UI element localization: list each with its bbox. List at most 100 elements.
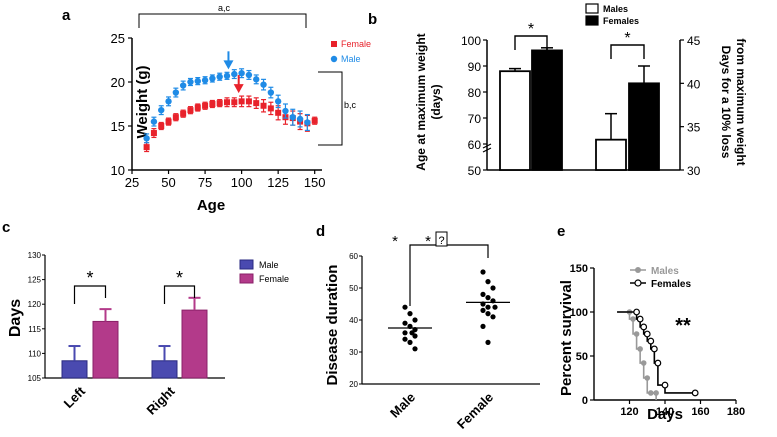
panel-d-unknown-glyph-box bbox=[435, 231, 448, 247]
panel-e-xtick-label: 160 bbox=[691, 406, 709, 418]
panel-c-ytick-label: 125 bbox=[28, 276, 42, 285]
panel-a-xtick-label: 100 bbox=[231, 175, 253, 190]
panel-d-point bbox=[402, 320, 408, 326]
panel-a-ytick-label: 20 bbox=[111, 75, 125, 90]
panel-b-bar bbox=[595, 138, 627, 171]
panel-a-male-point bbox=[289, 114, 296, 121]
panel-b-left-tick-label: 50 bbox=[468, 164, 482, 178]
panel-e-males-point bbox=[648, 390, 654, 396]
panel-b-bar bbox=[499, 70, 531, 171]
panel-b-left-tick-label: 60 bbox=[468, 138, 482, 152]
panel-e-females-point bbox=[633, 308, 640, 316]
panel-a-male-point bbox=[296, 115, 304, 123]
panel-a-male-point bbox=[274, 98, 282, 105]
panel-d-label: d bbox=[316, 223, 325, 240]
panel-e-males-point bbox=[653, 390, 659, 396]
panel-e-females-point bbox=[636, 315, 644, 323]
panel-b-left-tick-label: 90 bbox=[468, 60, 482, 74]
panel-a-female-point bbox=[143, 144, 150, 151]
panel-e-survival-line bbox=[617, 311, 657, 400]
panel-e-ytick-label: 150 bbox=[570, 263, 588, 275]
panel-d-point bbox=[480, 323, 486, 329]
panel-b-right-tick-label: 40 bbox=[687, 77, 701, 91]
panel-c-sig-star: * bbox=[86, 268, 93, 288]
panel-a-female-point bbox=[267, 105, 274, 112]
panel-b-legend-females-marker bbox=[585, 15, 599, 26]
panel-e-females-point bbox=[640, 323, 648, 331]
panel-d-category-label: Male bbox=[387, 390, 418, 421]
panel-b-axis-break bbox=[482, 143, 492, 149]
panel-d-ytick-label: 20 bbox=[349, 380, 358, 389]
panel-e-ytick-label: 100 bbox=[570, 307, 588, 319]
panel-b-left-ylabel-line1: Age at maximum weight bbox=[414, 33, 428, 170]
panel-b-bar bbox=[531, 49, 563, 171]
panel-b-legend-males: Males bbox=[603, 4, 628, 14]
panel-a-female-point bbox=[260, 102, 267, 109]
panel-a-female-point bbox=[150, 130, 157, 137]
panel-a-ytick-label: 25 bbox=[111, 31, 125, 46]
panel-c-legend-female-marker bbox=[239, 273, 254, 284]
panel-a-male-point bbox=[150, 118, 158, 125]
panel-a-male-point bbox=[216, 73, 223, 80]
panel-d-ytick-label: 60 bbox=[349, 252, 358, 261]
panel-d-unknown-glyph: ? bbox=[438, 235, 444, 247]
panel-a-ytick-label: 10 bbox=[111, 163, 125, 178]
panel-a-legend-female: Female bbox=[341, 39, 371, 49]
panel-a-male-point bbox=[253, 76, 260, 83]
panel-d-sig-bracket bbox=[409, 244, 489, 306]
panel-e-males-point bbox=[644, 375, 651, 381]
panel-a-male-point bbox=[209, 75, 216, 82]
panel-c-bar bbox=[181, 309, 208, 379]
panel-d-point bbox=[485, 311, 491, 317]
panel-b-sig-bracket bbox=[610, 44, 645, 59]
panel-a-right-bracket bbox=[318, 71, 343, 146]
panel-a-female-point bbox=[187, 107, 194, 114]
panel-a-label: a bbox=[62, 7, 71, 24]
panel-c-label: c bbox=[2, 219, 10, 236]
panel-a-female-point bbox=[202, 102, 209, 109]
panel-a-xtick-label: 50 bbox=[161, 175, 175, 190]
panel-d-ytick-label: 30 bbox=[349, 348, 358, 357]
panel-d-point bbox=[407, 311, 413, 317]
panel-a-male-point bbox=[282, 107, 289, 115]
panel-c-ytick-label: 105 bbox=[28, 374, 42, 383]
panel-a-male-point bbox=[172, 89, 180, 96]
panel-a-arrow-head bbox=[233, 84, 244, 94]
panel-a-male-point bbox=[260, 81, 267, 88]
panel-a-ytick-label: 15 bbox=[111, 119, 125, 134]
panel-e-xtick-label: 180 bbox=[727, 406, 745, 418]
panel-e-females-point bbox=[650, 345, 658, 353]
panel-a-male-point bbox=[194, 77, 201, 85]
panel-a-male-point bbox=[231, 70, 238, 78]
panel-d-point bbox=[412, 333, 418, 339]
panel-c-legend-male: Male bbox=[259, 260, 279, 270]
panel-e-females-point bbox=[647, 337, 655, 345]
panel-c-ytick-label: 120 bbox=[28, 300, 42, 309]
panel-a-female-point bbox=[224, 99, 230, 106]
panel-e-females-point bbox=[691, 389, 699, 397]
panel-d-point bbox=[490, 314, 496, 320]
panel-d-point bbox=[485, 339, 491, 345]
panel-a-female-point bbox=[209, 101, 216, 107]
panel-c-ylabel: Days bbox=[7, 299, 24, 337]
panel-d-sig-star: * bbox=[392, 233, 398, 250]
panel-b-left-tick-label: 80 bbox=[468, 86, 482, 100]
panel-d-ytick-label: 50 bbox=[349, 284, 358, 293]
panel-a-xtick-label: 25 bbox=[125, 175, 139, 190]
panel-d-point bbox=[402, 330, 408, 336]
panel-e-ylabel: Percent survival bbox=[558, 280, 575, 396]
panel-b-sig-star: * bbox=[624, 30, 630, 47]
panel-d-point bbox=[402, 304, 408, 310]
panel-d-point bbox=[480, 307, 486, 313]
panel-c-sig-star: * bbox=[176, 268, 183, 288]
panel-a-female-point bbox=[158, 123, 165, 129]
panel-a-male-point bbox=[158, 106, 165, 114]
panel-a-male-point bbox=[267, 89, 275, 96]
panel-b-left-tick-label: 100 bbox=[461, 34, 481, 48]
panel-e-females-point bbox=[643, 330, 651, 338]
panel-e-legend-males-marker bbox=[635, 267, 641, 273]
panel-e-males-point bbox=[633, 331, 640, 337]
panel-b-left-tick-label: 70 bbox=[468, 112, 482, 126]
panel-a-female-point bbox=[253, 100, 260, 107]
